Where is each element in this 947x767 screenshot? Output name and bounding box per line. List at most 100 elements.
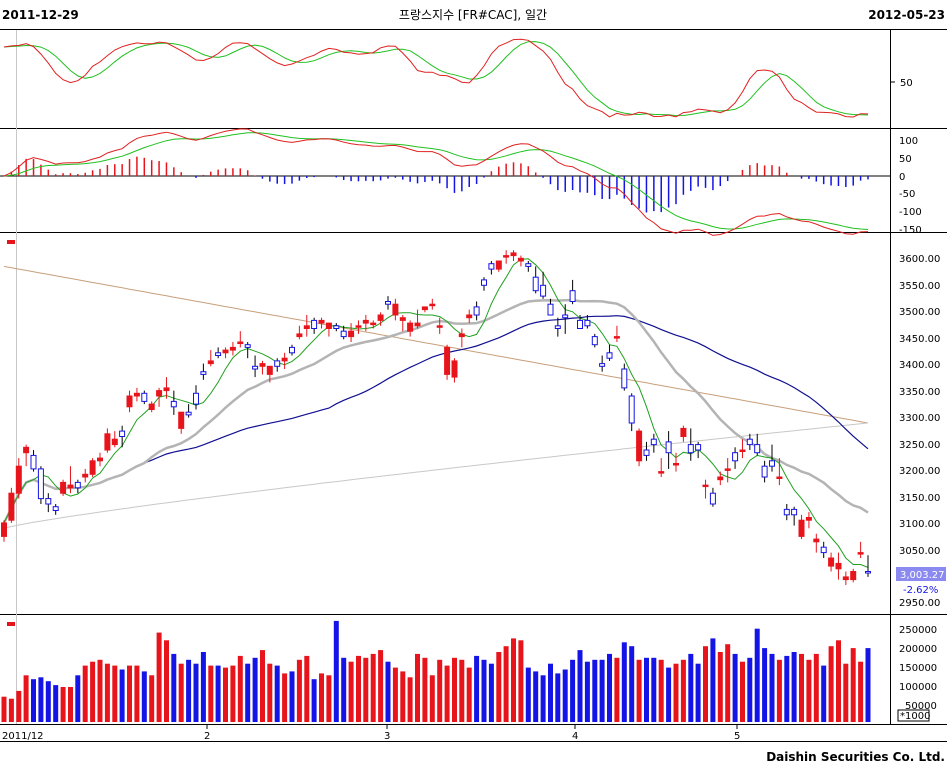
volume-bar (488, 663, 494, 722)
volume-bar (754, 628, 760, 722)
candle-body (407, 322, 414, 332)
candle-body (348, 330, 355, 338)
candle-body (385, 301, 391, 305)
volume-bar (540, 675, 546, 722)
volume-bar (53, 685, 59, 722)
volume-bar (304, 655, 310, 722)
candle-body (643, 449, 650, 456)
volume-bar (813, 653, 819, 722)
candle-body (399, 317, 406, 321)
volume-bar (149, 675, 155, 722)
volume-bar (437, 659, 443, 722)
candle-body (828, 557, 835, 567)
volume-bar (119, 669, 125, 722)
volume-tick-label: 150000 (899, 663, 937, 674)
candle-body (148, 403, 155, 411)
volume-bar (525, 667, 531, 722)
volume-bar (193, 663, 199, 722)
volume-bar (230, 665, 236, 722)
candle-body (599, 363, 606, 367)
volume-tick-label: 50000 (905, 701, 937, 712)
candle-body (547, 303, 554, 316)
candle-body (584, 319, 591, 327)
volume-bar (865, 648, 871, 722)
volume-bar (666, 667, 672, 722)
price-tick-label: 3300.00 (899, 413, 940, 424)
volume-bar (200, 652, 206, 722)
candle-body (119, 430, 126, 438)
volume-bar (112, 665, 118, 722)
candle-body (842, 576, 849, 581)
candle-body (229, 346, 236, 351)
candle-body (370, 322, 377, 326)
candle-body (67, 484, 74, 489)
price-axis: 3600.00 3550.00 3500.00 3450.00 3400.00 … (896, 254, 946, 609)
x-tick-label: 4 (572, 731, 578, 742)
volume-bar (858, 661, 864, 722)
volume-bar (16, 690, 22, 722)
volume-bar (673, 663, 679, 722)
macd-panel (0, 128, 890, 236)
candle-body (289, 346, 295, 354)
candle-body (444, 346, 451, 375)
candle-body (362, 319, 369, 324)
volume-bar (474, 655, 480, 722)
volume-bar (319, 673, 324, 722)
ma120-line (3, 422, 869, 529)
volume-bar (828, 646, 834, 722)
volume-bar (282, 673, 288, 722)
candle-body (207, 360, 214, 365)
volume-axis: 250000 200000 150000 100000 50000 *1000 (897, 625, 937, 722)
candle-body (658, 471, 665, 474)
volume-bar (156, 632, 162, 722)
volume-bar (400, 671, 406, 722)
candle-body (178, 411, 185, 429)
x-tick-label: 3 (384, 731, 390, 742)
macd-tick-label: 0 (899, 172, 905, 183)
volume-bar (688, 653, 694, 722)
x-tick-label: 2 (204, 731, 210, 742)
volume-bar (289, 671, 295, 722)
volume-bar (717, 652, 723, 722)
candle-body (754, 444, 761, 454)
volume-bar (614, 657, 620, 722)
candle-body (259, 363, 266, 367)
candle-body (606, 352, 613, 359)
volume-tick-label: 250000 (899, 625, 937, 636)
volume-tick-label: 100000 (899, 682, 937, 693)
volume-bar (415, 653, 420, 722)
candle-body (170, 400, 177, 408)
candle-body (303, 325, 310, 329)
candle-body (835, 562, 842, 570)
candle-body (532, 276, 539, 292)
candle-body (481, 279, 487, 286)
candle-body (23, 446, 30, 454)
candle-body (791, 508, 798, 516)
volume-bar (178, 663, 184, 722)
volume-bar (127, 665, 132, 722)
candle-body (451, 360, 458, 378)
price-tick-label: 3500.00 (899, 307, 940, 318)
volume-bar (680, 659, 686, 722)
volume-bar (791, 652, 797, 722)
candle-body (325, 322, 332, 330)
volume-bar (584, 661, 590, 722)
candle-body (857, 552, 864, 555)
candle-body (569, 290, 576, 303)
candle-body (30, 454, 37, 470)
candle-body (392, 303, 399, 316)
volume-bar (481, 659, 487, 722)
ma20-line (2, 298, 869, 524)
volume-bar (695, 663, 701, 722)
volume-bar (274, 665, 280, 722)
candle-body (709, 492, 716, 505)
volume-bar (806, 659, 812, 722)
x-axis: 2011/12 2 3 4 5 (2, 724, 740, 742)
volume-bar (333, 620, 339, 722)
volume-bar (208, 665, 214, 722)
x-tick-label: 5 (734, 731, 740, 742)
candle-body (554, 325, 561, 329)
volume-bar (843, 663, 849, 722)
candle-body (111, 438, 118, 446)
candle-body (673, 463, 679, 466)
